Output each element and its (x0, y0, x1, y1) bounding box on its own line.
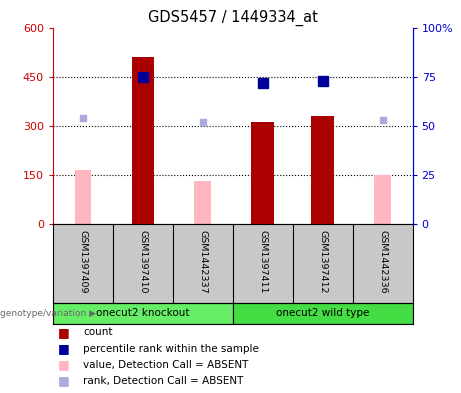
Text: value, Detection Call = ABSENT: value, Detection Call = ABSENT (83, 360, 248, 370)
Text: genotype/variation ▶: genotype/variation ▶ (0, 309, 96, 318)
Text: GSM1397412: GSM1397412 (318, 230, 327, 294)
Bar (251, 123, 274, 224)
Text: GSM1397411: GSM1397411 (258, 230, 267, 294)
Text: ■: ■ (58, 375, 69, 387)
Bar (131, 57, 154, 224)
Bar (75, 170, 91, 224)
Text: GSM1442336: GSM1442336 (378, 230, 387, 294)
Text: count: count (83, 327, 112, 337)
Text: percentile rank within the sample: percentile rank within the sample (83, 343, 259, 354)
Text: onecut2 knockout: onecut2 knockout (96, 309, 189, 318)
Text: onecut2 wild type: onecut2 wild type (276, 309, 369, 318)
Bar (233, 303, 413, 324)
Title: GDS5457 / 1449334_at: GDS5457 / 1449334_at (148, 10, 318, 26)
Text: ■: ■ (58, 342, 69, 355)
Text: GSM1397409: GSM1397409 (78, 230, 88, 294)
Text: rank, Detection Call = ABSENT: rank, Detection Call = ABSENT (83, 376, 243, 386)
Text: GSM1397410: GSM1397410 (138, 230, 148, 294)
Text: ■: ■ (58, 358, 69, 371)
Bar (53, 303, 233, 324)
Text: ■: ■ (58, 326, 69, 339)
Text: GSM1442337: GSM1442337 (198, 230, 207, 294)
Bar (374, 175, 391, 224)
Bar (195, 182, 211, 224)
Bar (311, 116, 334, 224)
